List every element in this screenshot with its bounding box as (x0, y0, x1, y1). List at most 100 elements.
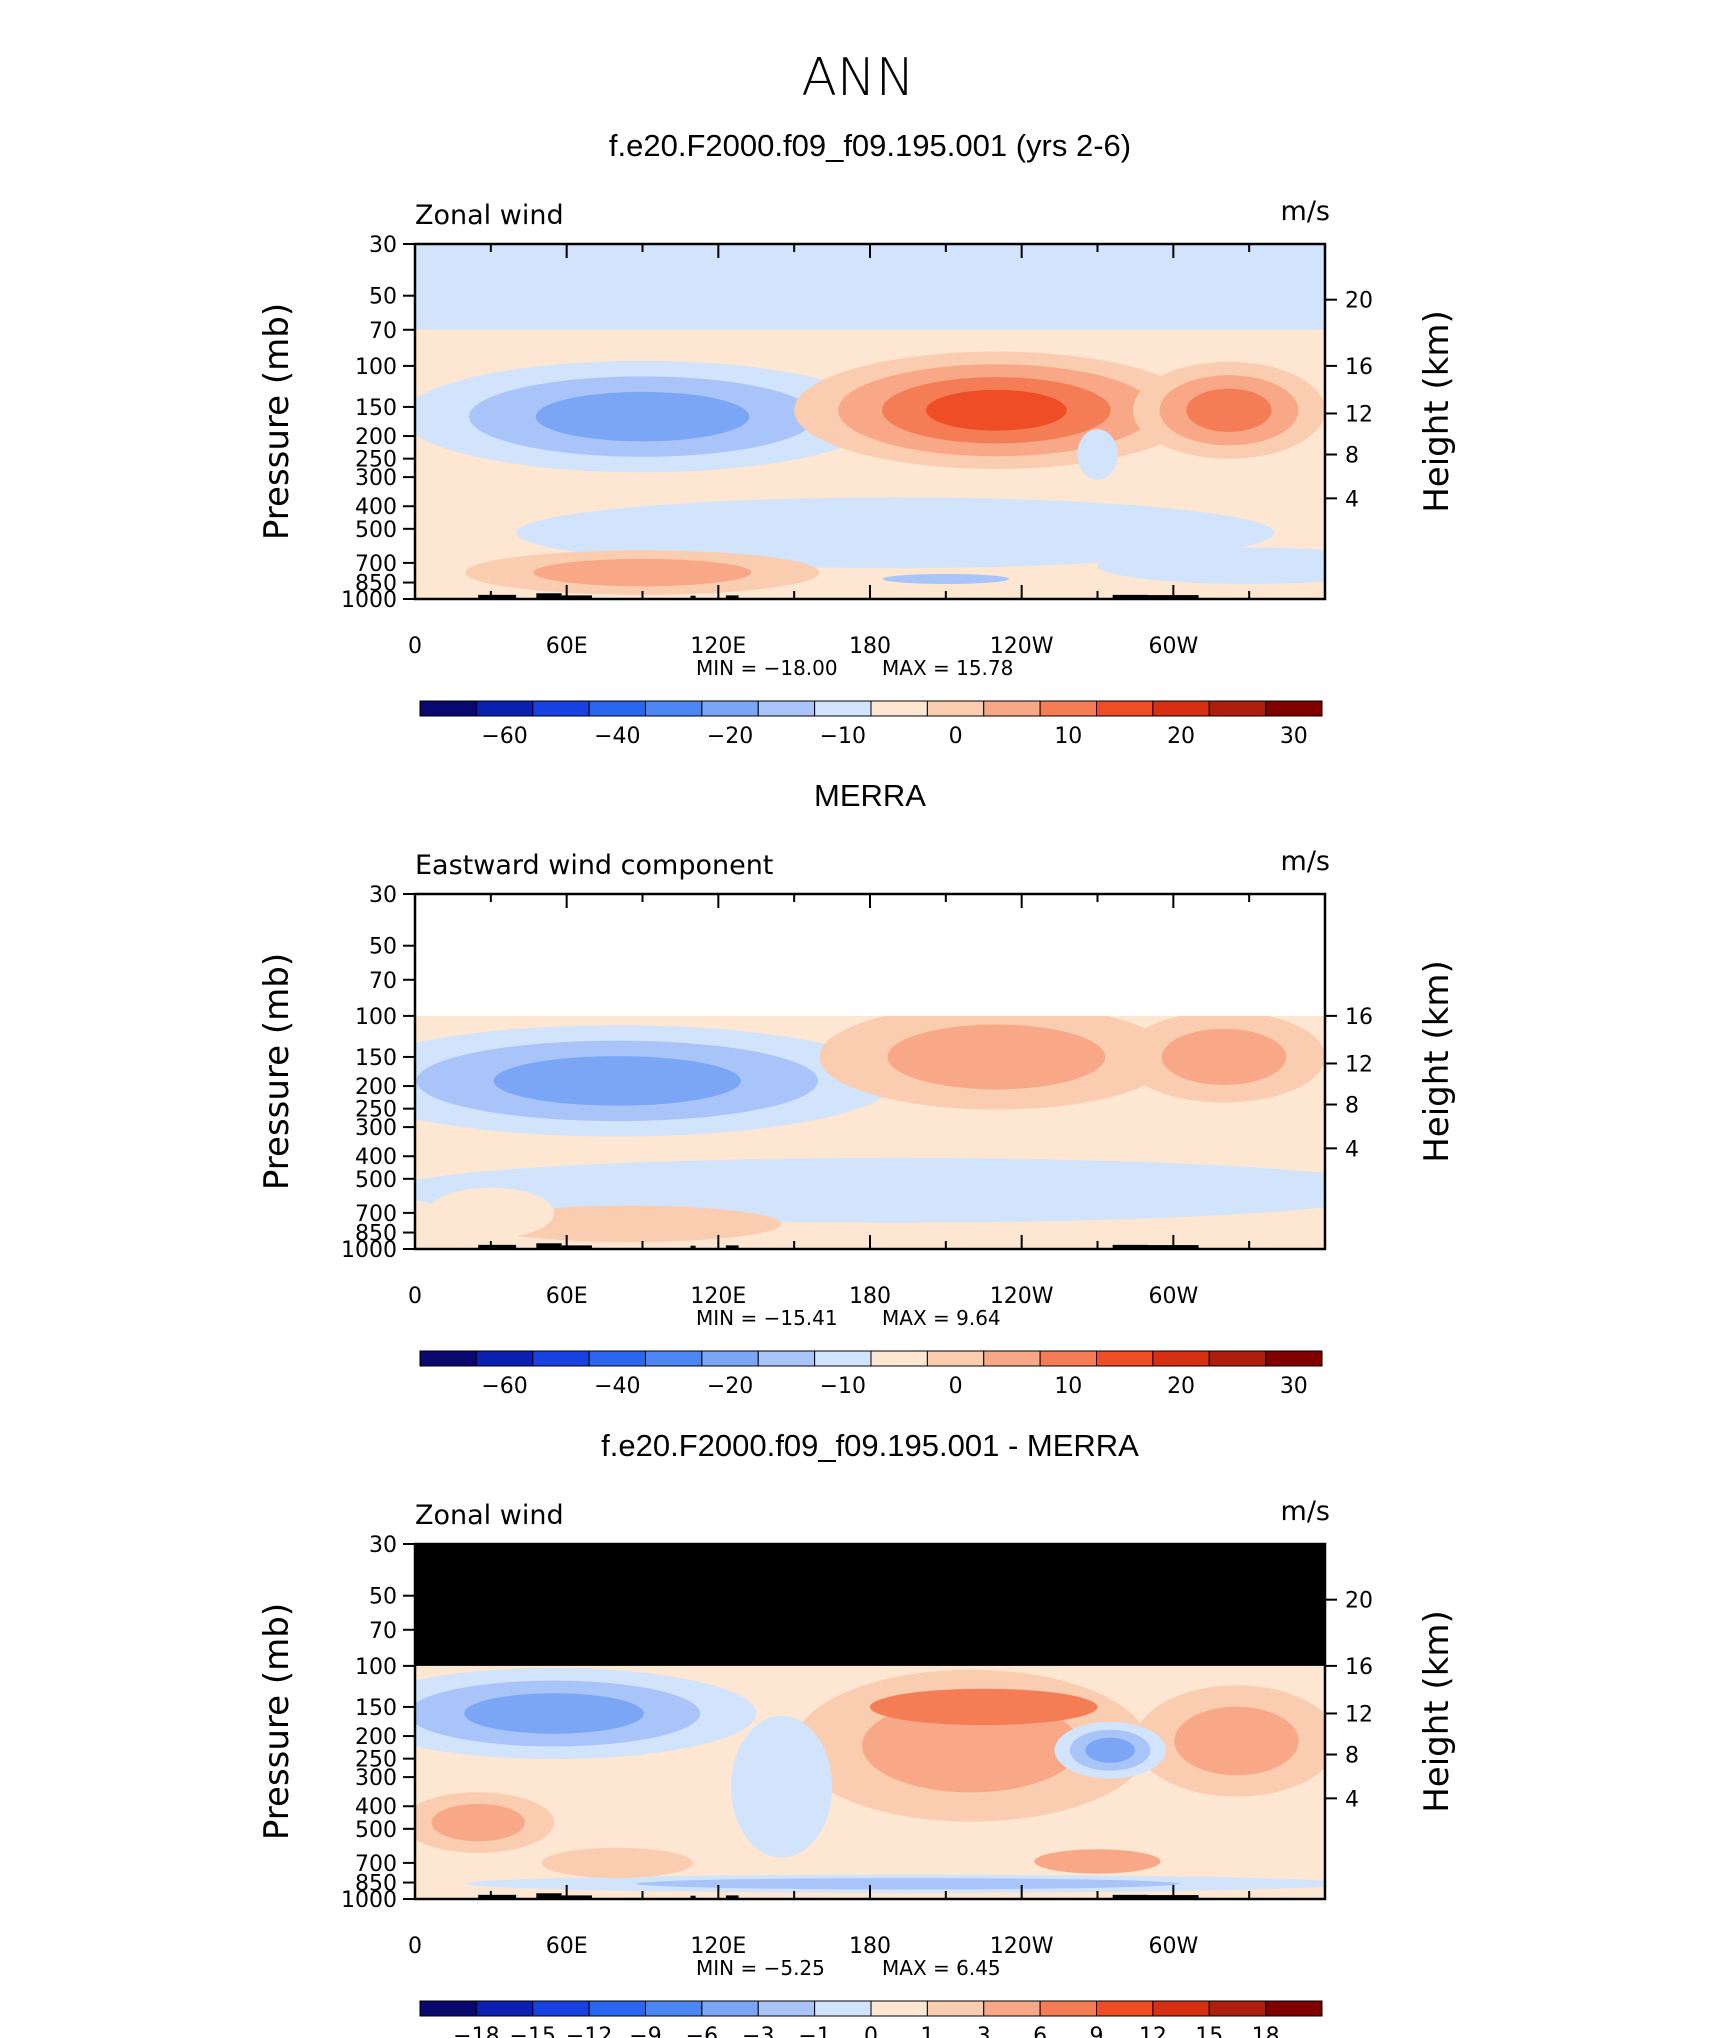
height-tick-label: 8 (1345, 444, 1359, 469)
contour-level (870, 1688, 1098, 1726)
pressure-tick-label: 500 (355, 1818, 397, 1843)
colorbar-label: −18 (453, 2024, 499, 2038)
height-tick-label: 4 (1345, 487, 1359, 512)
height-tick-label: 4 (1345, 1137, 1359, 1162)
pressure-tick-label: 50 (369, 1585, 397, 1610)
contour-level (541, 1847, 694, 1879)
colorbar-label: 15 (1195, 2024, 1223, 2038)
contour-level (1174, 1706, 1299, 1776)
pressure-tick-label: 250 (355, 1748, 397, 1773)
colorbar-swatch (1152, 2000, 1210, 2017)
pressure-tick-label: 30 (369, 883, 397, 908)
height-axis-label: Height (km) (1417, 1610, 1457, 1813)
colorbar-swatch (757, 1350, 816, 1367)
topography (536, 1243, 562, 1249)
min-value: MIN = −18.00 (696, 656, 838, 680)
topography (561, 1245, 592, 1249)
contour-level (882, 573, 1010, 584)
contour-level (431, 1803, 525, 1842)
colorbar-swatch (1096, 1350, 1154, 1367)
colorbar-label: −6 (686, 2024, 718, 2038)
height-tick-label: 16 (1345, 1655, 1373, 1680)
contour-level (535, 391, 750, 442)
contour-level (1085, 1737, 1135, 1763)
colorbar-swatch (814, 1350, 872, 1367)
topography (1112, 594, 1149, 599)
contour-field (415, 1544, 1325, 1899)
pressure-tick-label: 100 (355, 1655, 397, 1680)
colorbar-swatch (532, 700, 590, 717)
colorbar-swatch (870, 2000, 928, 2017)
pressure-tick-label: 300 (355, 1116, 397, 1141)
height-tick-label: 4 (1345, 1787, 1359, 1812)
pressure-tick-label: 150 (355, 396, 397, 421)
panel-title: f.e20.F2000.f09_f09.195.001 (yrs 2-6) (609, 128, 1131, 163)
pressure-tick-label: 30 (369, 233, 397, 258)
lon-tick-label: 120E (690, 1284, 746, 1309)
colorbar-swatch (475, 1350, 534, 1367)
contour-level (1161, 1028, 1287, 1085)
pressure-tick-label: 70 (369, 1619, 397, 1644)
panel-diff: f.e20.F2000.f09_f09.195.001 - MERRA Zonal… (257, 1428, 1457, 2038)
pressure-tick-label: 400 (355, 1145, 397, 1170)
colorbar-label: −10 (820, 1374, 866, 1399)
colorbar-label: 20 (1167, 1374, 1195, 1399)
colorbar-swatch (926, 2000, 985, 2017)
contour-level (533, 558, 752, 587)
units-label: m/s (1281, 1496, 1330, 1527)
pressure-tick-label: 200 (355, 1725, 397, 1750)
colorbar-label: 20 (1167, 724, 1195, 749)
pressure-tick-label: 500 (355, 1168, 397, 1193)
colorbar-swatch (926, 700, 985, 717)
lon-tick-label: 180 (849, 1284, 891, 1309)
lon-tick-label: 60E (546, 634, 588, 659)
lon-tick-label: 0 (408, 634, 422, 659)
colorbar-swatch (532, 2000, 590, 2017)
figure-title: ANN (801, 48, 914, 108)
colorbar-swatch (757, 2000, 816, 2017)
colorbar-label: −3 (742, 2024, 774, 2038)
colorbar-swatch (701, 1350, 759, 1367)
lon-tick-label: 120E (690, 1934, 746, 1959)
pressure-tick-label: 850 (355, 1222, 397, 1247)
topography (690, 1895, 696, 1899)
pressure-tick-label: 250 (355, 448, 397, 473)
pressure-tick-label: 850 (355, 572, 397, 597)
contour-level (516, 497, 1275, 569)
colorbar-swatch (645, 1350, 703, 1367)
colorbar-label: 30 (1280, 724, 1308, 749)
colorbar-label: 12 (1139, 2024, 1167, 2038)
height-tick-label: 16 (1345, 355, 1373, 380)
colorbar-label: −20 (707, 1374, 753, 1399)
colorbar-swatch (701, 700, 759, 717)
colorbar-swatch (983, 700, 1041, 717)
topography (690, 1245, 696, 1249)
contour-level (887, 1024, 1106, 1090)
pressure-tick-label: 300 (355, 466, 397, 491)
colorbar-swatch (1265, 1350, 1323, 1367)
pressure-tick-label: 250 (355, 1098, 397, 1123)
colorbar-label: −10 (820, 724, 866, 749)
topography (478, 1244, 517, 1249)
contour-level (493, 1056, 741, 1106)
colorbar-label: 9 (1090, 2024, 1104, 2038)
panel-title: MERRA (814, 778, 926, 813)
colorbar-label: 10 (1054, 1374, 1082, 1399)
colorbar-swatch (645, 2000, 703, 2017)
lon-tick-label: 60E (546, 1934, 588, 1959)
colorbar-label: −40 (594, 724, 640, 749)
lon-tick-label: 120E (690, 634, 746, 659)
lon-tick-label: 60W (1148, 1284, 1198, 1309)
lon-tick-label: 120W (990, 1284, 1054, 1309)
topography (725, 1895, 739, 1899)
colorbar-swatch (1208, 1350, 1267, 1367)
colorbar-swatch (1096, 2000, 1154, 2017)
max-value: MAX = 15.78 (882, 656, 1013, 680)
height-tick-label: 20 (1345, 1589, 1373, 1614)
topography (536, 1893, 562, 1899)
pressure-tick-label: 50 (369, 285, 397, 310)
pressure-tick-label: 700 (355, 1852, 397, 1877)
panel-model: f.e20.F2000.f09_f09.195.001 (yrs 2-6) Zon… (257, 128, 1457, 749)
height-tick-label: 20 (1345, 289, 1373, 314)
